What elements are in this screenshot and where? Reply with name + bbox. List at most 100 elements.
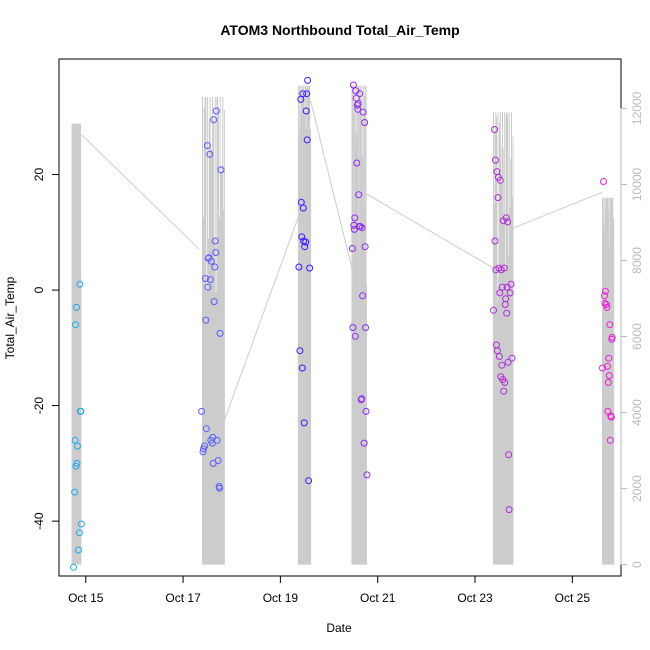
data-point xyxy=(498,283,506,291)
data-point xyxy=(491,237,499,245)
data-point xyxy=(505,506,513,514)
data-point xyxy=(599,364,606,372)
data-point xyxy=(296,347,304,355)
y2-tick-label: 12000 xyxy=(630,91,644,125)
data-point xyxy=(362,324,369,332)
data-point xyxy=(301,243,309,251)
y-tick-label: 0 xyxy=(32,286,46,293)
data-point xyxy=(605,354,613,362)
altitude-spike xyxy=(602,197,615,565)
data-point xyxy=(216,329,224,337)
data-point xyxy=(198,407,206,415)
data-point xyxy=(501,379,509,386)
data-point xyxy=(606,436,614,444)
data-point xyxy=(348,245,356,252)
y-tick-label: -40 xyxy=(32,512,46,530)
data-point xyxy=(205,254,213,262)
data-point xyxy=(358,224,366,232)
data-point xyxy=(490,306,497,314)
data-point xyxy=(216,484,224,492)
data-point xyxy=(603,362,611,370)
data-point xyxy=(203,142,211,150)
y2-tick-label: 2000 xyxy=(630,475,644,502)
data-point xyxy=(360,439,368,447)
data-point xyxy=(77,520,85,528)
data-point xyxy=(349,324,357,332)
data-point xyxy=(608,333,616,341)
data-point xyxy=(505,451,513,459)
data-point xyxy=(305,477,313,485)
x-axis-title: Date xyxy=(326,621,352,635)
data-point xyxy=(600,178,607,185)
data-point xyxy=(214,457,222,464)
data-point xyxy=(603,303,611,311)
data-point xyxy=(217,166,225,174)
data-point xyxy=(212,107,220,115)
y-axis-right: 0 2000 4000 6000 8000 10000 12000 xyxy=(620,91,644,568)
data-point xyxy=(496,289,504,297)
data-point xyxy=(207,257,215,265)
data-point xyxy=(351,332,359,340)
data-point xyxy=(303,136,311,144)
data-point xyxy=(304,76,312,84)
data-point xyxy=(362,407,370,415)
altitude-spike xyxy=(493,112,514,565)
y-tick-label: 20 xyxy=(32,168,46,182)
data-point xyxy=(74,442,81,450)
x-tick-label: Oct 17 xyxy=(165,591,201,605)
data-point xyxy=(299,90,307,98)
data-point xyxy=(71,488,79,496)
data-point xyxy=(75,529,83,537)
data-point xyxy=(496,176,504,184)
data-point xyxy=(202,275,209,282)
data-point xyxy=(202,425,210,433)
altitude-connector xyxy=(512,191,603,229)
data-point xyxy=(201,442,208,450)
data-point xyxy=(604,379,612,386)
data-point xyxy=(361,243,369,251)
data-point xyxy=(504,218,512,226)
data-point xyxy=(72,321,79,329)
y2-tick-label: 8000 xyxy=(630,247,644,274)
x-tick-label: Oct 23 xyxy=(457,591,493,605)
data-point xyxy=(359,292,367,300)
data-point xyxy=(502,295,510,303)
data-point xyxy=(601,287,609,295)
data-point xyxy=(204,283,212,291)
data-point xyxy=(300,419,308,427)
data-point xyxy=(302,107,310,115)
data-point xyxy=(298,233,306,241)
data-point xyxy=(500,264,508,272)
x-tick-label: Oct 21 xyxy=(360,591,396,605)
data-point xyxy=(504,358,512,366)
data-point xyxy=(70,563,78,571)
data-point xyxy=(299,204,307,212)
data-point xyxy=(356,223,364,230)
data-point xyxy=(71,436,79,444)
data-point xyxy=(213,436,221,444)
altitude-spike xyxy=(297,85,312,565)
y2-tick-label: 4000 xyxy=(630,399,644,426)
data-point xyxy=(606,321,614,329)
data-point xyxy=(601,292,608,300)
data-point xyxy=(210,116,218,124)
data-point xyxy=(607,413,615,421)
data-point xyxy=(492,156,499,164)
x-tick-label: Oct 25 xyxy=(555,591,591,605)
data-point xyxy=(356,90,364,98)
data-point xyxy=(502,214,510,222)
data-point xyxy=(495,353,503,360)
altitude-connector xyxy=(366,193,494,269)
data-point xyxy=(354,100,362,107)
data-point xyxy=(601,299,609,307)
data-point xyxy=(211,263,219,271)
data-point xyxy=(351,214,359,222)
data-point xyxy=(302,238,310,246)
data-point xyxy=(298,364,306,372)
data-point xyxy=(506,289,514,297)
y2-tick-label: 6000 xyxy=(630,323,644,350)
data-point xyxy=(363,471,371,479)
y2-tick-label: 10000 xyxy=(630,167,644,201)
data-point xyxy=(73,303,80,311)
